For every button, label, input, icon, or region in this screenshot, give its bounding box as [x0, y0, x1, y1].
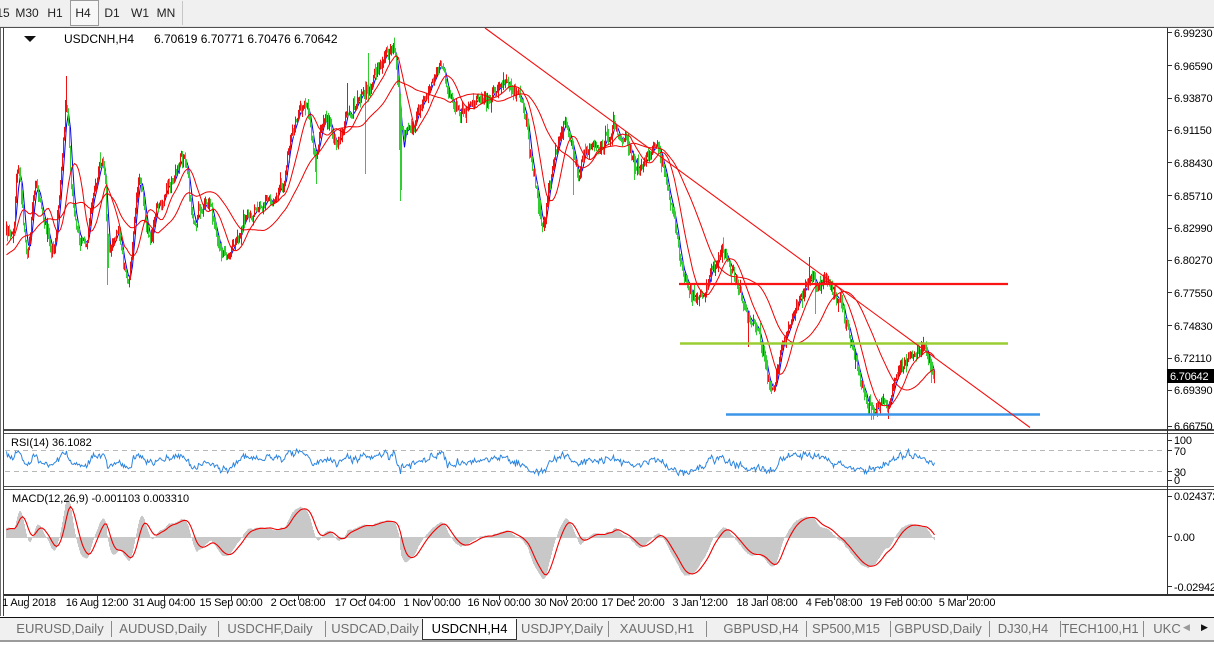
svg-text:1 Aug 2018: 1 Aug 2018 [2, 597, 56, 609]
svg-text:6.91150: 6.91150 [1174, 125, 1212, 137]
svg-text:1 Nov 00:00: 1 Nov 00:00 [403, 597, 460, 609]
svg-text:6.69390: 6.69390 [1174, 385, 1212, 397]
svg-text:4 Feb 08:00: 4 Feb 08:00 [806, 597, 863, 609]
svg-text:6.85710: 6.85710 [1174, 191, 1212, 203]
svg-text:6.99230: 6.99230 [1174, 28, 1212, 40]
svg-text:100: 100 [1174, 435, 1192, 447]
svg-text:6.70619 6.70771 6.70476 6.7064: 6.70619 6.70771 6.70476 6.70642 [154, 32, 338, 46]
svg-text:15 Sep 00:00: 15 Sep 00:00 [199, 597, 262, 609]
svg-text:6.93870: 6.93870 [1174, 93, 1212, 105]
svg-text:0.00: 0.00 [1174, 532, 1195, 544]
svg-text:6.74830: 6.74830 [1174, 321, 1212, 333]
svg-text:17 Oct 04:00: 17 Oct 04:00 [335, 597, 396, 609]
svg-text:6.66750: 6.66750 [1174, 421, 1212, 433]
svg-text:RSI(14) 36.1082: RSI(14) 36.1082 [11, 437, 92, 449]
svg-text:18 Jan 08:00: 18 Jan 08:00 [736, 597, 797, 609]
svg-text:17 Dec 20:00: 17 Dec 20:00 [601, 597, 664, 609]
svg-text:2 Oct 08:00: 2 Oct 08:00 [271, 597, 326, 609]
svg-text:0: 0 [1174, 475, 1180, 487]
svg-text:30: 30 [1174, 467, 1186, 479]
svg-text:USDCNH,H4: USDCNH,H4 [64, 32, 134, 46]
svg-text:6.80270: 6.80270 [1174, 255, 1212, 267]
svg-text:30 Nov 20:00: 30 Nov 20:00 [534, 597, 597, 609]
svg-text:3 Jan 12:00: 3 Jan 12:00 [672, 597, 727, 609]
svg-text:31 Aug 04:00: 31 Aug 04:00 [133, 597, 196, 609]
svg-text:-0.029423: -0.029423 [1174, 582, 1214, 594]
svg-text:5 Mar 20:00: 5 Mar 20:00 [939, 597, 996, 609]
svg-text:6.70642: 6.70642 [1170, 371, 1208, 383]
svg-text:0.024372: 0.024372 [1174, 491, 1214, 503]
svg-text:6.96590: 6.96590 [1174, 61, 1212, 73]
svg-text:6.88430: 6.88430 [1174, 158, 1212, 170]
svg-text:16 Nov 00:00: 16 Nov 00:00 [467, 597, 530, 609]
svg-text:70: 70 [1174, 446, 1186, 458]
svg-text:19 Feb 00:00: 19 Feb 00:00 [870, 597, 933, 609]
svg-text:6.72110: 6.72110 [1174, 353, 1212, 365]
svg-text:6.77550: 6.77550 [1174, 288, 1212, 300]
svg-text:6.82990: 6.82990 [1174, 223, 1212, 235]
svg-text:MACD(12,26,9) -0.001103 0.0033: MACD(12,26,9) -0.001103 0.003310 [12, 493, 189, 505]
svg-text:16 Aug 12:00: 16 Aug 12:00 [66, 597, 129, 609]
